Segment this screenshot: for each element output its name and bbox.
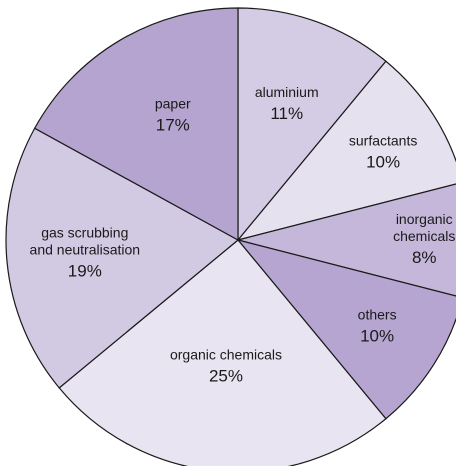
pie-slice-inorganic-chemicals: [237, 183, 456, 297]
pie-slice-aluminium: [237, 7, 387, 242]
slice-label-others: others 10%: [358, 307, 397, 346]
slice-label-organic-chemicals: organic chemicals 25%: [170, 347, 282, 386]
pie-slice-others: [236, 238, 456, 420]
slice-name-text: aluminium: [255, 84, 319, 100]
pie-slice-paper: [33, 7, 239, 242]
slices-layer: [5, 7, 456, 466]
slice-value-label: 11%: [270, 104, 303, 123]
slice-value-label: 10%: [360, 327, 394, 346]
slice-value-label: 8%: [412, 248, 437, 267]
slice-name-text: others: [358, 307, 397, 323]
labels-layer: aluminium 11% surfactants 10% inorganicchemi…: [30, 84, 456, 385]
slice-name-text: gas scrubbing: [41, 225, 128, 241]
slice-name-text: inorganic: [396, 211, 453, 227]
slice-name-text: chemicals: [393, 228, 455, 244]
slice-name-text: surfactants: [349, 132, 417, 148]
slice-label-paper: paper 17%: [155, 96, 191, 135]
slice-value-label: 17%: [156, 116, 190, 135]
slice-value-label: 19%: [68, 262, 102, 281]
pie-slice-organic-chemicals: [58, 239, 387, 466]
slice-label-aluminium: aluminium 11%: [255, 84, 319, 123]
slice-value-label: 25%: [209, 367, 243, 386]
slice-value-label: 10%: [366, 152, 400, 171]
pie-slice-gas-scrubbing-and-neutralisation: [5, 127, 240, 389]
slice-name-text: organic chemicals: [170, 347, 282, 363]
slice-name-text: and neutralisation: [30, 242, 141, 258]
slice-name-text: paper: [155, 96, 191, 112]
pie-slice-surfactants: [236, 60, 456, 242]
slice-label-surfactants: surfactants 10%: [349, 132, 417, 171]
